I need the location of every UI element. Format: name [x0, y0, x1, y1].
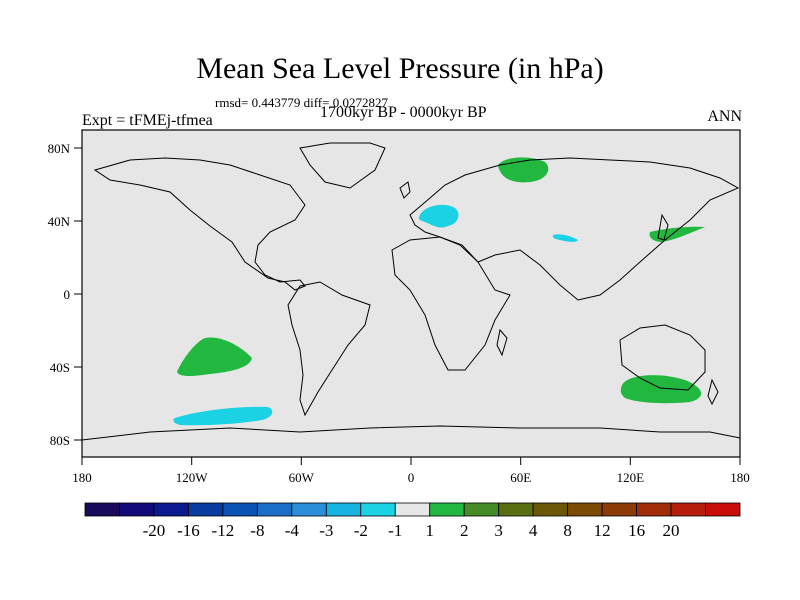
colorbar-box — [325, 502, 362, 517]
map-title: Mean Sea Level Pressure (in hPa) — [196, 52, 604, 85]
antarctica-coast — [81, 425, 741, 441]
colorbar-box — [119, 502, 155, 517]
new-zealand-coast — [707, 378, 719, 406]
colorbar-label: 4 — [529, 521, 538, 540]
lon-label-0: 180 — [72, 470, 92, 485]
lon-label-5: 120E — [617, 470, 645, 485]
central-asia-negative — [552, 234, 578, 242]
colorbar-label: 16 — [628, 521, 645, 540]
colorbar-box — [601, 502, 637, 517]
north-america-coast — [93, 157, 306, 291]
stats-text: rmsd= 0.443779 diff= 0.0272827 — [215, 95, 388, 110]
colorbar-label: 2 — [460, 521, 469, 540]
colorbar-box — [222, 502, 258, 517]
season-label: ANN — [707, 108, 742, 125]
colorbar-box — [394, 502, 431, 517]
lon-label-1: 120W — [176, 470, 209, 485]
map-plot-area — [81, 129, 741, 458]
colorbar-box — [705, 502, 741, 517]
madagascar-coast — [496, 328, 508, 357]
colorbar-box — [636, 502, 672, 517]
colorbar-box — [429, 502, 465, 517]
lon-label-3: 0 — [408, 470, 415, 485]
south-of-australia-positive — [620, 375, 702, 404]
colorbar-label: -3 — [319, 521, 333, 540]
south-pacific-positive — [177, 337, 252, 376]
colorbar-label: -16 — [177, 521, 200, 540]
period-label: 1700kyr BP - 0000kyr BP — [320, 104, 487, 121]
british-isles-coast — [399, 181, 411, 199]
colorbar-box — [360, 502, 396, 517]
japan-positive — [649, 226, 705, 242]
colorbar-box — [567, 502, 603, 517]
australia-coast — [619, 324, 706, 391]
colorbar-label: -4 — [285, 521, 300, 540]
colorbar-box — [498, 502, 534, 517]
lat-label-0: 80N — [48, 141, 71, 156]
greenland-coast — [299, 142, 386, 189]
colorbar-labels: -20 -16 -12 -8 -4 -3 -2 -1 1 2 3 4 8 12 16 20 — [143, 521, 680, 540]
colorbar-box — [84, 502, 120, 517]
colorbar-label: 1 — [425, 521, 434, 540]
lon-label-4: 60E — [510, 470, 531, 485]
japan-coast — [657, 213, 669, 241]
colorbar-box — [256, 502, 293, 517]
colorbar-label: 8 — [563, 521, 572, 540]
experiment-label: Expt = tFMEj-tfmea — [82, 112, 213, 129]
europe-asia-coast — [409, 157, 740, 301]
southern-ocean-negative — [173, 406, 273, 426]
colorbar-label: -12 — [212, 521, 235, 540]
colorbar-box — [153, 502, 189, 517]
colorbar-box — [532, 502, 569, 517]
south-america-coast — [287, 281, 371, 417]
lon-label-6: 180 — [730, 470, 750, 485]
axis-ticks — [74, 147, 741, 465]
colorbar-box — [188, 502, 224, 517]
coastlines — [81, 142, 741, 441]
colorbar-box — [463, 502, 500, 517]
europe-negative — [418, 204, 459, 228]
colorbar-box — [670, 502, 706, 517]
lat-label-2: 0 — [64, 287, 71, 302]
lat-label-1: 40N — [48, 214, 71, 229]
colorbar-label: 12 — [594, 521, 611, 540]
colorbar-label: 3 — [494, 521, 503, 540]
colorbar-label: -8 — [250, 521, 264, 540]
colorbar-label: -20 — [143, 521, 166, 540]
lat-label-4: 80S — [50, 433, 70, 448]
colorbar — [84, 502, 741, 517]
colorbar-label: 20 — [663, 521, 680, 540]
colorbar-box — [291, 502, 327, 517]
lat-label-3: 40S — [50, 360, 70, 375]
colorbar-label: -1 — [388, 521, 402, 540]
colorbar-label: -2 — [354, 521, 368, 540]
lon-label-2: 60W — [289, 470, 315, 485]
